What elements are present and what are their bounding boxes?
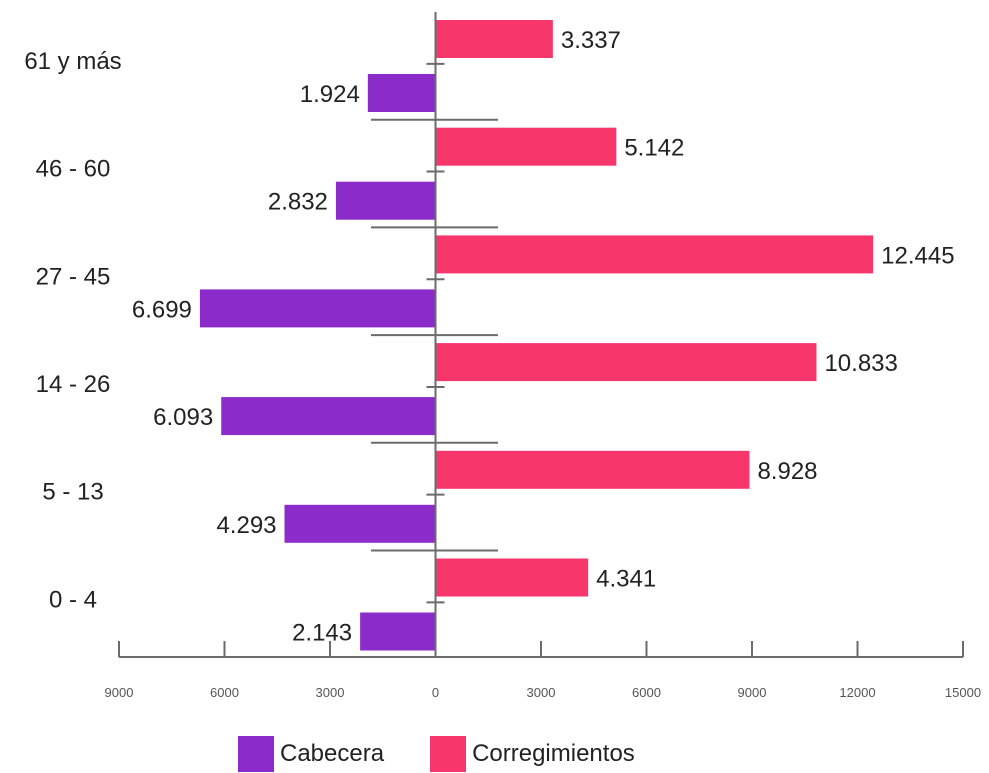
legend-swatch-corregimientos bbox=[430, 736, 467, 772]
x-tick-label-5: 6000 bbox=[632, 685, 661, 700]
value-label-corregimientos-0-4: 4.341 bbox=[596, 566, 656, 593]
x-tick-label-7: 12000 bbox=[839, 685, 875, 700]
bar-corregimientos-0-4 bbox=[435, 558, 589, 597]
category-label-46-60: 46 - 60 bbox=[36, 156, 111, 183]
bar-cabecera-46-60 bbox=[335, 181, 436, 220]
category-label-61-y-m-s: 61 y más bbox=[24, 48, 121, 75]
legend-item-cabecera: Cabecera bbox=[238, 736, 384, 772]
category-label-0-4: 0 - 4 bbox=[49, 586, 97, 613]
bar-corregimientos-46-60 bbox=[435, 127, 617, 166]
bar-cabecera-27-45 bbox=[199, 289, 436, 328]
category-label-14-26: 14 - 26 bbox=[36, 371, 111, 398]
legend-label-corregimientos: Corregimientos bbox=[472, 740, 635, 767]
bar-corregimientos-27-45 bbox=[435, 235, 874, 274]
category-label-5-13: 5 - 13 bbox=[42, 479, 103, 506]
legend: Cabecera Corregimientos bbox=[238, 736, 681, 772]
bar-cabecera-61-y-m-s bbox=[367, 74, 436, 112]
value-label-corregimientos-61-y-m-s: 3.337 bbox=[561, 27, 621, 54]
value-label-cabecera-5-13: 4.293 bbox=[216, 512, 276, 539]
value-label-corregimientos-5-13: 8.928 bbox=[757, 458, 817, 485]
x-tick-label-6: 9000 bbox=[738, 685, 767, 700]
x-tick-label-0: 9000 bbox=[105, 685, 134, 700]
legend-item-corregimientos: Corregimientos bbox=[430, 736, 635, 772]
value-label-cabecera-46-60: 2.832 bbox=[268, 189, 328, 216]
value-label-corregimientos-46-60: 5.142 bbox=[624, 135, 684, 162]
bar-cabecera-5-13 bbox=[284, 504, 436, 543]
bar-corregimientos-61-y-m-s bbox=[435, 20, 553, 58]
x-tick-label-3: 0 bbox=[432, 685, 439, 700]
bar-cabecera-0-4 bbox=[360, 612, 436, 651]
x-tick-label-8: 15000 bbox=[945, 685, 981, 700]
value-label-corregimientos-27-45: 12.445 bbox=[881, 242, 954, 269]
x-tick-label-1: 6000 bbox=[210, 685, 239, 700]
value-label-cabecera-14-26: 6.093 bbox=[153, 404, 213, 431]
x-tick-label-4: 3000 bbox=[527, 685, 556, 700]
bar-cabecera-14-26 bbox=[221, 397, 436, 436]
legend-label-cabecera: Cabecera bbox=[280, 740, 385, 767]
bar-corregimientos-14-26 bbox=[435, 343, 817, 382]
category-label-27-45: 27 - 45 bbox=[36, 263, 111, 290]
value-label-cabecera-61-y-m-s: 1.924 bbox=[300, 81, 360, 108]
bar-corregimientos-5-13 bbox=[435, 450, 750, 489]
legend-swatch-cabecera bbox=[238, 736, 274, 772]
value-label-cabecera-27-45: 6.699 bbox=[132, 296, 192, 323]
value-label-cabecera-0-4: 2.143 bbox=[292, 620, 352, 647]
value-label-corregimientos-14-26: 10.833 bbox=[824, 350, 897, 377]
x-tick-label-2: 3000 bbox=[316, 685, 345, 700]
